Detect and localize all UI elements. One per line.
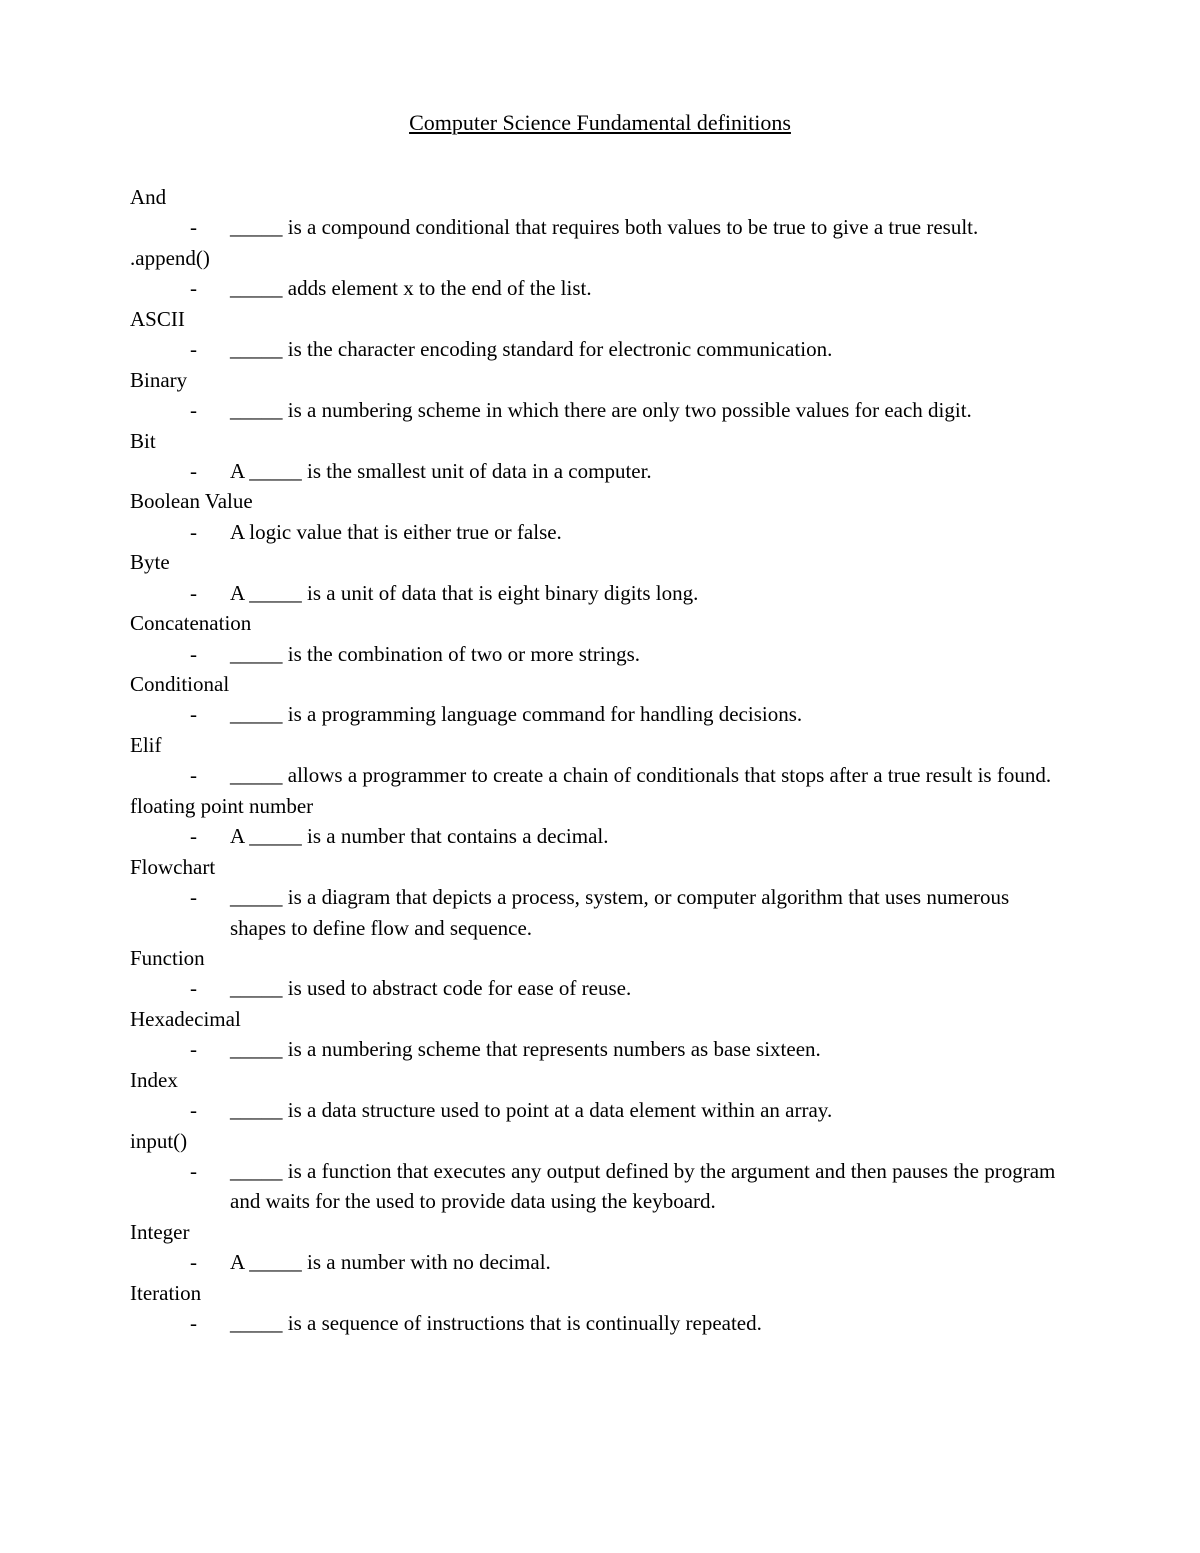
term: Index (130, 1065, 1070, 1095)
definition-text: _____ is the character encoding standard… (230, 334, 1070, 364)
definition-text: A _____ is the smallest unit of data in … (230, 456, 1070, 486)
definition-text: _____ is used to abstract code for ease … (230, 973, 1070, 1003)
term: Integer (130, 1217, 1070, 1247)
definition-text: _____ is a function that executes any ou… (230, 1156, 1070, 1217)
term: Byte (130, 547, 1070, 577)
definition-text: A _____ is a number that contains a deci… (230, 821, 1070, 851)
definitions-list: And-_____ is a compound conditional that… (130, 182, 1070, 1339)
term: Hexadecimal (130, 1004, 1070, 1034)
definition-row: -_____ is used to abstract code for ease… (130, 973, 1070, 1003)
definition-row: -_____ is a numbering scheme in which th… (130, 395, 1070, 425)
definition-row: -A _____ is the smallest unit of data in… (130, 456, 1070, 486)
definition-text: _____ is a programming language command … (230, 699, 1070, 729)
term: Binary (130, 365, 1070, 395)
definition-text: A _____ is a unit of data that is eight … (230, 578, 1070, 608)
definition-row: -_____ adds element x to the end of the … (130, 273, 1070, 303)
term: floating point number (130, 791, 1070, 821)
definition-text: _____ is a numbering scheme that represe… (230, 1034, 1070, 1064)
bullet-dash: - (190, 1156, 230, 1186)
bullet-dash: - (190, 212, 230, 242)
bullet-dash: - (190, 578, 230, 608)
term: And (130, 182, 1070, 212)
definition-row: -_____ is a data structure used to point… (130, 1095, 1070, 1125)
definition-row: -A logic value that is either true or fa… (130, 517, 1070, 547)
bullet-dash: - (190, 1034, 230, 1064)
bullet-dash: - (190, 882, 230, 912)
definition-text: _____ is a data structure used to point … (230, 1095, 1070, 1125)
bullet-dash: - (190, 1247, 230, 1277)
definition-text: A logic value that is either true or fal… (230, 517, 1070, 547)
document-page: Computer Science Fundamental definitions… (0, 0, 1200, 1553)
bullet-dash: - (190, 1308, 230, 1338)
bullet-dash: - (190, 639, 230, 669)
bullet-dash: - (190, 273, 230, 303)
definition-row: -A _____ is a number with no decimal. (130, 1247, 1070, 1277)
bullet-dash: - (190, 760, 230, 790)
definition-row: -_____ allows a programmer to create a c… (130, 760, 1070, 790)
definition-row: -_____ is a numbering scheme that repres… (130, 1034, 1070, 1064)
definition-row: -_____ is a programming language command… (130, 699, 1070, 729)
term: Flowchart (130, 852, 1070, 882)
term: .append() (130, 243, 1070, 273)
definition-text: _____ is a diagram that depicts a proces… (230, 882, 1070, 943)
definition-row: -_____ is the combination of two or more… (130, 639, 1070, 669)
definition-text: A _____ is a number with no decimal. (230, 1247, 1070, 1277)
term: Iteration (130, 1278, 1070, 1308)
definition-text: _____ allows a programmer to create a ch… (230, 760, 1070, 790)
definition-row: -_____ is a compound conditional that re… (130, 212, 1070, 242)
page-title: Computer Science Fundamental definitions (130, 110, 1070, 136)
definition-row: -A _____ is a number that contains a dec… (130, 821, 1070, 851)
term: Boolean Value (130, 486, 1070, 516)
term: input() (130, 1126, 1070, 1156)
bullet-dash: - (190, 517, 230, 547)
definition-text: _____ adds element x to the end of the l… (230, 273, 1070, 303)
definition-text: _____ is the combination of two or more … (230, 639, 1070, 669)
bullet-dash: - (190, 395, 230, 425)
definition-row: -A _____ is a unit of data that is eight… (130, 578, 1070, 608)
term: ASCII (130, 304, 1070, 334)
definition-text: _____ is a numbering scheme in which the… (230, 395, 1070, 425)
term: Elif (130, 730, 1070, 760)
term: Concatenation (130, 608, 1070, 638)
definition-row: -_____ is the character encoding standar… (130, 334, 1070, 364)
definition-text: _____ is a compound conditional that req… (230, 212, 1070, 242)
bullet-dash: - (190, 334, 230, 364)
definition-row: -_____ is a function that executes any o… (130, 1156, 1070, 1217)
bullet-dash: - (190, 699, 230, 729)
definition-text: _____ is a sequence of instructions that… (230, 1308, 1070, 1338)
definition-row: -_____ is a diagram that depicts a proce… (130, 882, 1070, 943)
term: Conditional (130, 669, 1070, 699)
definition-row: -_____ is a sequence of instructions tha… (130, 1308, 1070, 1338)
bullet-dash: - (190, 821, 230, 851)
bullet-dash: - (190, 1095, 230, 1125)
bullet-dash: - (190, 456, 230, 486)
term: Bit (130, 426, 1070, 456)
term: Function (130, 943, 1070, 973)
bullet-dash: - (190, 973, 230, 1003)
